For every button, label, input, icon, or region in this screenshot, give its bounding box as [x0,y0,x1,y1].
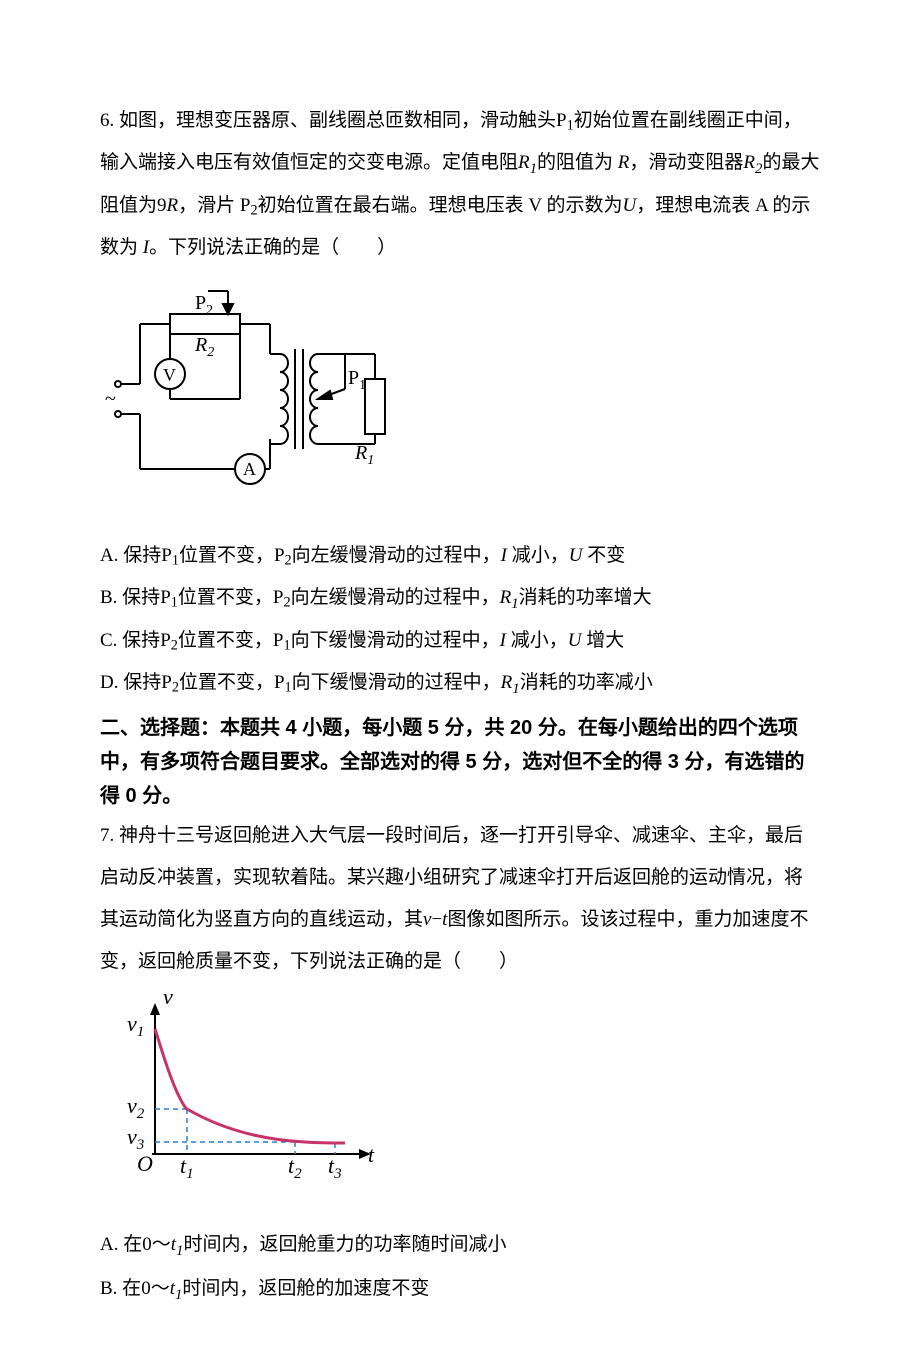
svg-text:v: v [163,989,173,1009]
svg-text:O: O [137,1151,153,1176]
svg-text:R2: R2 [194,334,214,360]
q6-number: 6. [100,110,114,131]
svg-text:v3: v3 [127,1124,144,1153]
q7-opt-b: B. 在0～t1时间内，返回舱的加速度不变 [100,1268,820,1311]
vt-chart-svg: v v1 v2 v3 O t1 t2 t3 t [100,989,400,1189]
dash: − [431,909,442,930]
svg-text:P1: P1 [348,367,366,393]
svg-text:t2: t2 [288,1153,302,1182]
svg-text:~: ~ [105,388,116,410]
t: 如图，理想变压器原、副线圈总匝数相同，滑动触头 [119,110,556,131]
svg-text:v1: v1 [127,1011,144,1040]
svg-text:v2: v2 [127,1093,145,1122]
svg-text:t1: t1 [180,1153,194,1182]
svg-text:R1: R1 [354,442,374,468]
q6-opt-a: A. 保持P1位置不变，P2向左缓慢滑动的过程中，I 减小，U 不变 [100,535,820,577]
q6-figure: P2 R2 V A ~ P1 R1 [100,279,820,515]
q6-opt-b: B. 保持P1位置不变，P2向左缓慢滑动的过程中，R1消耗的功率增大 [100,577,820,620]
q7-opt-a: A. 在0～t1时间内，返回舱重力的功率随时间减小 [100,1224,820,1267]
nineR: 9R [157,195,178,216]
q7-number: 7. [100,825,114,846]
q7-figure: v v1 v2 v3 O t1 t2 t3 t [100,989,820,1205]
R: R [618,152,630,173]
svg-text:A: A [243,459,256,479]
t: 初始位置在最右端。理想电压表 V 的示数为 [258,195,623,216]
R2: R2 [743,152,762,173]
q6-stem: 6. 如图，理想变压器原、副线圈总匝数相同，滑动触头P1初始位置在副线圈正中间，… [100,100,820,269]
page: 6. 如图，理想变压器原、副线圈总匝数相同，滑动触头P1初始位置在副线圈正中间，… [0,0,920,1371]
t: 。下列说法正确的是（ ） [149,237,396,258]
circuit-svg: P2 R2 V A ~ P1 R1 [100,279,410,499]
q6-opt-d: D. 保持P2位置不变，P1向下缓慢滑动的过程中，R1消耗的功率减小 [100,662,820,705]
U: U [622,195,636,216]
svg-text:t3: t3 [328,1153,342,1182]
q7-stem: 7. 神舟十三号返回舱进入大气层一段时间后，逐一打开引导伞、减速伞、主伞，最后启… [100,815,820,982]
svg-text:V: V [163,365,176,385]
R1: R1 [518,152,537,173]
P2: P2 [240,195,258,216]
svg-text:t: t [368,1142,375,1167]
t: ，滑片 [178,195,235,216]
q6-opt-c: C. 保持P2位置不变，P1向下缓慢滑动的过程中，I 减小，U 增大 [100,620,820,662]
section-2-heading: 二、选择题：本题共 4 小题，每小题 5 分，共 20 分。在每小题给出的四个选… [100,711,820,813]
t: ，滑动变阻器 [629,152,743,173]
t: 的阻值为 [537,152,613,173]
P1: P1 [556,110,574,131]
